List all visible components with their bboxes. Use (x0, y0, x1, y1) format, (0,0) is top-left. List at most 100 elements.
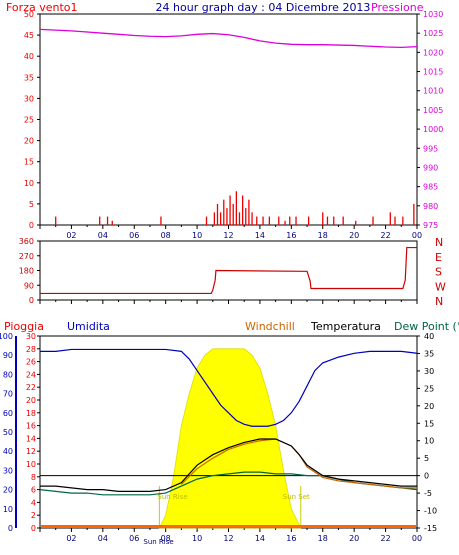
humidity-y-tick-label: 0 (8, 524, 13, 533)
temperature-title: Temperatura (310, 320, 381, 333)
sunset-label: Sun Set (283, 493, 310, 501)
direction-y-tick-label: 0 (29, 296, 34, 305)
top-x-tick-label: 04 (98, 231, 108, 240)
rain-y-tick-label: 26 (26, 358, 36, 367)
pressure-y-tick-label: 975 (423, 221, 438, 230)
bottom-x-tick-label: 08 (161, 534, 171, 543)
windchill-title: Windchill (245, 320, 295, 333)
bottom-x-tick-label: 16 (286, 534, 296, 543)
direction-y-tick-label: 90 (24, 281, 34, 290)
temp-y-tick-label: 10 (424, 437, 434, 446)
temp-y-tick-label: 40 (424, 332, 434, 341)
rain-y-tick-label: 30 (26, 332, 36, 341)
bottom-x-tick-label: 18 (318, 534, 328, 543)
pressure-y-tick-label: 1020 (423, 48, 443, 57)
bottom-x-tick-label: 06 (129, 534, 139, 543)
top-x-tick-label: 14 (255, 231, 265, 240)
direction-y-tick-label: 180 (19, 267, 34, 276)
humidity-y-tick-label: 70 (3, 390, 13, 399)
rain-y-tick-label: 14 (26, 434, 36, 443)
rain-y-tick-label: 16 (26, 422, 36, 431)
rain-y-tick-label: 2 (31, 511, 36, 520)
pressure-y-tick-label: 980 (423, 202, 438, 211)
rain-y-tick-label: 20 (26, 396, 36, 405)
wind-y-tick-label: 45 (24, 31, 34, 40)
humidity-y-tick-label: 50 (3, 428, 13, 437)
wind-y-tick-label: 35 (24, 73, 34, 82)
pressure-line (39, 28, 418, 49)
top-x-tick-label: 12 (223, 231, 233, 240)
rain-y-tick-label: 6 (31, 486, 36, 495)
wind-y-tick-label: 25 (24, 116, 34, 125)
pressure-y-tick-label: 1000 (423, 125, 443, 134)
bottom-x-tick-label: 22 (380, 534, 390, 543)
top-x-tick-label: 20 (349, 231, 359, 240)
wind-y-tick-label: 50 (24, 10, 34, 19)
top-x-tick-label: 16 (286, 231, 296, 240)
humidity-y-tick-label: 10 (3, 505, 13, 514)
humidity-y-tick-label: 20 (3, 486, 13, 495)
direction-y-tick-label: 360 (19, 237, 34, 246)
rain-y-tick-label: 10 (26, 460, 36, 469)
top-x-tick-label: 18 (318, 231, 328, 240)
bottom-x-tick-label: 04 (98, 534, 108, 543)
wind-y-tick-label: 0 (29, 221, 34, 230)
temp-y-tick-label: -10 (424, 507, 437, 516)
bottom-x-tick-label: 14 (255, 534, 265, 543)
rain-baseline (41, 525, 416, 528)
humidity-title: Umidita (67, 320, 110, 333)
humidity-y-tick-label: 60 (3, 409, 13, 418)
temp-y-tick-label: 15 (424, 419, 434, 428)
rain-y-tick-label: 22 (26, 383, 36, 392)
temp-y-tick-label: -5 (424, 489, 432, 498)
temp-y-tick-label: 25 (424, 384, 434, 393)
humidity-line (40, 348, 418, 427)
rain-y-tick-label: 8 (31, 473, 36, 482)
wind-y-tick-label: 15 (24, 158, 34, 167)
humidity-y-tick-label: 80 (3, 370, 13, 379)
temp-y-tick-label: 35 (424, 349, 434, 358)
pressure-y-tick-label: 1005 (423, 106, 443, 115)
rain-y-tick-label: 12 (26, 447, 36, 456)
bottom-x-tick-label: 10 (192, 534, 202, 543)
top-x-tick-label: 00 (412, 231, 422, 240)
compass-label: N (435, 295, 443, 308)
wind-y-tick-label: 5 (29, 200, 34, 209)
wind-y-tick-label: 40 (24, 52, 34, 61)
temp-y-tick-label: 30 (424, 367, 434, 376)
sunrise-label: Sun Rise (157, 493, 187, 501)
temp-y-tick-label: 20 (424, 402, 434, 411)
humidity-y-tick-label: 40 (3, 447, 13, 456)
bottom-x-tick-label: 02 (66, 534, 76, 543)
pressure-y-tick-label: 1015 (423, 68, 443, 77)
compass-label: E (435, 251, 442, 264)
rain-y-tick-label: 28 (26, 345, 36, 354)
humidity-y-tick-label: 30 (3, 466, 13, 475)
pressure-y-tick-label: 1030 (423, 10, 443, 19)
humidity-y-tick-label: 100 (0, 332, 13, 341)
compass-label: W (435, 280, 446, 293)
panel-frame-1 (39, 13, 418, 226)
wind-y-tick-label: 30 (24, 94, 34, 103)
rain-y-tick-label: 24 (26, 370, 36, 379)
wind-y-tick-label: 10 (24, 179, 34, 188)
pressure-y-tick-label: 985 (423, 183, 438, 192)
wind-y-tick-label: 20 (24, 137, 34, 146)
pressure-y-tick-label: 1025 (423, 29, 443, 38)
pressure-y-tick-label: 990 (423, 163, 438, 172)
temp-y-tick-label: -15 (424, 524, 437, 533)
rain-y-tick-label: 0 (31, 524, 36, 533)
temp-y-tick-label: 0 (424, 472, 429, 481)
compass-label: S (435, 266, 442, 279)
rain-y-tick-label: 4 (31, 498, 36, 507)
solar-area (158, 348, 302, 529)
compass-label: N (435, 236, 443, 249)
dewpoint-title: Dew Point (°C (394, 320, 459, 333)
sunrise-axis-label: Sun Rise (143, 538, 173, 546)
pressure-y-tick-label: 1010 (423, 87, 443, 96)
direction-y-tick-label: 270 (19, 252, 34, 261)
rain-y-tick-label: 18 (26, 409, 36, 418)
